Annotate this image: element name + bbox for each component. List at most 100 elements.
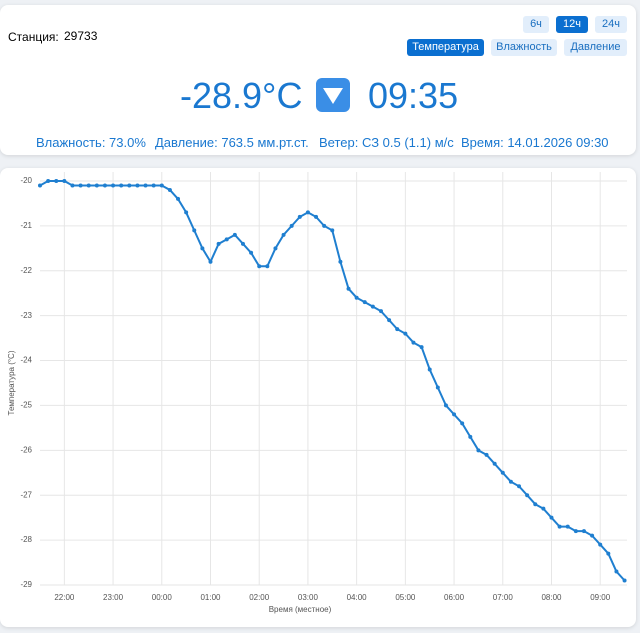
point xyxy=(281,232,286,237)
point xyxy=(525,493,530,498)
point xyxy=(395,327,400,332)
point xyxy=(151,183,156,188)
point xyxy=(484,452,489,457)
point xyxy=(411,340,416,345)
metric-button[interactable]: Температура xyxy=(407,39,484,56)
point xyxy=(362,300,367,305)
point xyxy=(94,183,99,188)
y-tick-label: -22 xyxy=(20,266,32,275)
point xyxy=(346,286,351,291)
point xyxy=(200,246,205,251)
chart-card: Время (местное) Температура (°C) -20 -21 -… xyxy=(0,168,636,627)
info-wind: Ветер: СЗ 0.5 (1.1) м/с xyxy=(319,135,454,150)
point xyxy=(143,183,148,188)
chart: Время (местное) Температура (°C) -20 -21 -… xyxy=(7,172,627,614)
point xyxy=(492,461,497,466)
x-tick-label: 03:00 xyxy=(298,593,319,602)
range-button[interactable]: 6ч xyxy=(523,16,549,33)
line xyxy=(39,179,626,582)
point xyxy=(38,183,42,188)
point xyxy=(606,551,611,556)
y-tick-label: -23 xyxy=(20,311,32,320)
station-id: 29733 xyxy=(64,29,98,43)
x-tick-label: 05:00 xyxy=(395,593,416,602)
point xyxy=(289,223,294,228)
point xyxy=(224,237,229,242)
point xyxy=(468,434,473,439)
x-tick-label: 01:00 xyxy=(200,593,221,602)
current-temp: -28.9°C xyxy=(180,75,303,116)
x-tick-label: 22:00 xyxy=(54,593,75,602)
point xyxy=(111,183,116,188)
point xyxy=(159,183,164,188)
point xyxy=(216,241,221,246)
x-tick-label: 04:00 xyxy=(347,593,368,602)
current-time: 09:35 xyxy=(368,75,459,116)
point xyxy=(249,250,254,255)
point xyxy=(541,506,546,511)
x-tick-label: 07:00 xyxy=(493,593,514,602)
point xyxy=(533,502,538,507)
info-pressure: Давление: 763.5 мм.рт.ст. xyxy=(155,135,309,150)
point xyxy=(322,223,327,228)
trend-icon xyxy=(316,78,350,112)
point xyxy=(305,210,310,215)
y-tick-label: -25 xyxy=(20,401,32,410)
point xyxy=(46,178,51,183)
point xyxy=(297,214,302,219)
point xyxy=(257,264,262,269)
point xyxy=(427,367,432,372)
metric-button[interactable]: Влажность xyxy=(491,39,557,56)
point xyxy=(557,524,562,529)
range-button[interactable]: 24ч xyxy=(595,16,627,33)
y-tick-label: -24 xyxy=(20,356,32,365)
station-label: Станция: xyxy=(8,30,59,44)
point xyxy=(476,448,481,453)
point xyxy=(54,178,59,183)
x-tick-label: 00:00 xyxy=(152,593,173,602)
point xyxy=(622,578,627,583)
point xyxy=(273,246,278,251)
point xyxy=(62,178,67,183)
point xyxy=(192,228,197,233)
point xyxy=(265,264,270,269)
y-tick-label: -27 xyxy=(20,490,32,499)
y-tick-label: -21 xyxy=(20,221,32,230)
point xyxy=(452,412,457,417)
y-tick-label: -28 xyxy=(20,535,32,544)
point xyxy=(78,183,83,188)
point xyxy=(119,183,124,188)
point xyxy=(232,232,237,237)
point xyxy=(403,331,408,336)
range-button[interactable]: 12ч xyxy=(556,16,588,33)
x-tick-label: 23:00 xyxy=(103,593,124,602)
point xyxy=(460,421,465,426)
point xyxy=(549,515,554,520)
y-tick-label: -29 xyxy=(20,580,32,589)
info-time: Время: 14.01.2026 09:30 xyxy=(461,135,609,150)
point xyxy=(419,345,424,350)
x-tick-label: 09:00 xyxy=(590,593,611,602)
point xyxy=(565,524,570,529)
point xyxy=(573,529,578,534)
y-axis-title: Температура (°C) xyxy=(7,350,16,415)
point xyxy=(590,533,595,538)
point xyxy=(240,241,245,246)
metric-button[interactable]: Давление xyxy=(564,39,627,56)
x-tick-label: 06:00 xyxy=(444,593,465,602)
point xyxy=(167,187,172,192)
y-tick-label: -26 xyxy=(20,445,32,454)
point xyxy=(581,529,586,534)
y-tick-label: -20 xyxy=(20,176,32,185)
point xyxy=(330,228,335,233)
point xyxy=(102,183,107,188)
point xyxy=(500,470,505,475)
point xyxy=(338,259,343,264)
info-humidity: Влажность: 73.0% xyxy=(36,135,146,150)
x-tick-label: 02:00 xyxy=(249,593,270,602)
header-card: Станция: 29733 -28.9°C 09:35 Влажность: … xyxy=(0,5,636,155)
point xyxy=(135,183,140,188)
point xyxy=(443,403,448,408)
point xyxy=(508,479,513,484)
point xyxy=(354,295,359,300)
